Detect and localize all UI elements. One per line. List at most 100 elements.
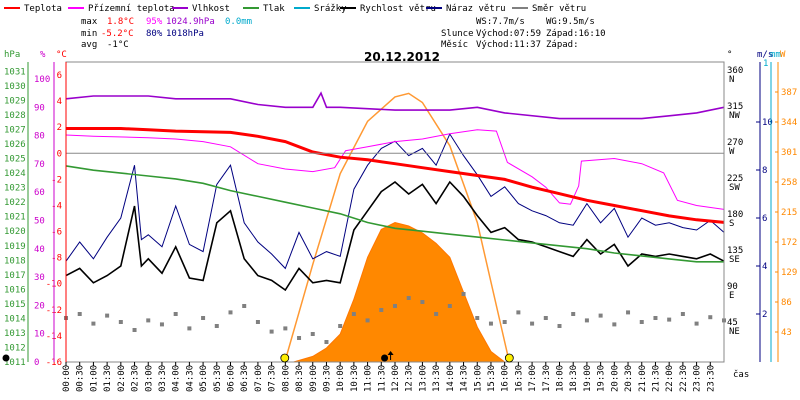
time-tick-label: 05:30 xyxy=(213,365,223,392)
stats-block: max 1.8°C 95% 1024.9hPa 0.0mm min -5.2°C… xyxy=(81,17,252,50)
stats-max-rain: 0.0mm xyxy=(225,17,252,27)
hpa-tick-label: 1012 xyxy=(4,343,26,353)
wind-direction-point xyxy=(310,332,315,336)
hpa-tick-label: 1027 xyxy=(4,126,26,136)
wind-direction-point xyxy=(639,320,644,324)
sunset-info: Západ:16:10 xyxy=(546,29,606,39)
stats-avg-label: avg xyxy=(81,40,97,50)
stats-avg-temp: -1°C xyxy=(107,40,129,50)
hpa-tick-label: 1015 xyxy=(4,300,26,310)
wind-direction-point xyxy=(365,318,370,323)
hpa-tick-label: 1028 xyxy=(4,111,26,121)
legend-label-tlak: Tlak xyxy=(263,4,285,14)
stats-max-humidity: 95% xyxy=(146,17,163,27)
wind-direction-point xyxy=(269,329,274,334)
ms-tick-label: 10 xyxy=(762,118,773,128)
ms-tick-label: 8 xyxy=(762,166,767,176)
hpa-tick-label: 1022 xyxy=(4,198,26,208)
time-tick-label: 09:30 xyxy=(322,365,332,392)
dir-tick-deg: 180 xyxy=(727,210,743,220)
dir-tick-deg: 270 xyxy=(727,138,743,148)
ground-temperature-line xyxy=(65,129,725,210)
hpa-tick-label: 1021 xyxy=(4,213,26,223)
legend-label-rychlost: Rychlost větru xyxy=(360,4,436,14)
temp-tick-label: 0 xyxy=(57,149,62,159)
wind-speed-line xyxy=(65,180,725,292)
axis-mm-label: mm xyxy=(770,50,781,60)
time-tick-label: 13:00 xyxy=(418,365,428,392)
temperature-line xyxy=(66,127,725,224)
ms-tick-label: 2 xyxy=(762,310,767,320)
dir-tick-deg: 360 xyxy=(727,66,743,76)
stats-min-temp: -5.2°C xyxy=(101,29,134,39)
time-tick-label: 12:00 xyxy=(391,365,401,392)
wind-direction-point xyxy=(173,312,178,316)
time-tick-label: 06:00 xyxy=(227,365,237,392)
dir-tick-name: NE xyxy=(729,327,740,337)
wind-direction-point xyxy=(242,304,247,308)
hpa-tick-label: 1025 xyxy=(4,155,26,165)
w-tick-label: 43 xyxy=(781,328,792,338)
temp-tick-label: -16 xyxy=(46,358,62,368)
wind-direction-point xyxy=(612,322,617,327)
time-tick-label: 02:00 xyxy=(117,365,127,392)
sun-theory-line xyxy=(284,92,511,363)
wind-direction-point xyxy=(584,318,589,323)
wind-direction-point xyxy=(118,320,123,324)
time-tick-label: 10:00 xyxy=(336,365,346,392)
pressure-line xyxy=(65,165,724,263)
hpa-tick-label: 1011 xyxy=(4,358,26,368)
legend-label-teplota: Teplota xyxy=(24,4,62,14)
time-tick-label: 04:00 xyxy=(172,365,182,392)
w-tick-label: 215 xyxy=(781,208,797,218)
time-tick-label: 23:30 xyxy=(706,365,716,392)
wind-direction-point xyxy=(228,310,233,315)
sunset-marker xyxy=(504,353,514,363)
wind-gust-info: WG:9.5m/s xyxy=(546,17,595,27)
humidity-line xyxy=(65,91,725,120)
wind-direction-point xyxy=(420,300,425,304)
time-tick-label: 05:00 xyxy=(199,365,209,392)
moonrise-marker xyxy=(381,354,389,362)
dir-tick-deg: 135 xyxy=(727,246,743,256)
wind-direction-point xyxy=(201,316,206,320)
wind-direction-point xyxy=(434,312,439,316)
wind-direction-point xyxy=(187,326,192,331)
moon-phase-icon xyxy=(2,354,10,362)
ms-tick-label: 4 xyxy=(762,262,767,272)
wind-direction-point xyxy=(91,321,96,326)
time-tick-label: 16:00 xyxy=(501,365,511,392)
sun-theory-curve xyxy=(284,92,511,363)
temp-tick-label: 6 xyxy=(57,71,62,81)
legend-label-prizemni: Přízemní teplota xyxy=(88,4,175,14)
time-tick-label: 19:00 xyxy=(583,365,593,392)
time-tick-label: 22:30 xyxy=(679,365,689,392)
temp-tick-label: -6 xyxy=(51,228,62,238)
time-tick-label: 17:30 xyxy=(542,365,552,392)
time-tick-label: 01:30 xyxy=(103,365,113,392)
dir-tick-name: NW xyxy=(729,111,740,121)
pct-tick-label: 100 xyxy=(34,75,50,85)
hpa-tick-label: 1031 xyxy=(4,67,26,77)
moonrise-info: Východ:11:37 xyxy=(476,40,541,50)
dir-tick-deg: 45 xyxy=(727,318,738,328)
time-tick-label: 01:00 xyxy=(89,365,99,392)
axis-w-label: W xyxy=(780,50,786,60)
time-tick-label: 00:00 xyxy=(62,365,72,392)
time-tick-label: 09:00 xyxy=(309,365,319,392)
wind-direction-point xyxy=(214,324,219,328)
w-tick-label: 301 xyxy=(781,148,797,158)
time-tick-label: 11:30 xyxy=(377,365,387,392)
temp-tick-label: -8 xyxy=(51,254,62,264)
chart-title: 20.12.2012 xyxy=(364,50,440,64)
time-tick-label: 20:00 xyxy=(610,365,620,392)
wind-direction-point xyxy=(105,313,110,318)
moon-label: Měsíc xyxy=(441,40,468,50)
time-tick-label: 16:30 xyxy=(514,365,524,392)
wind-direction-point xyxy=(694,321,699,326)
wind-direction-point xyxy=(488,321,493,326)
wind-direction-point xyxy=(406,296,411,300)
w-tick-label: 129 xyxy=(781,268,797,278)
wind-direction-point xyxy=(571,312,576,316)
